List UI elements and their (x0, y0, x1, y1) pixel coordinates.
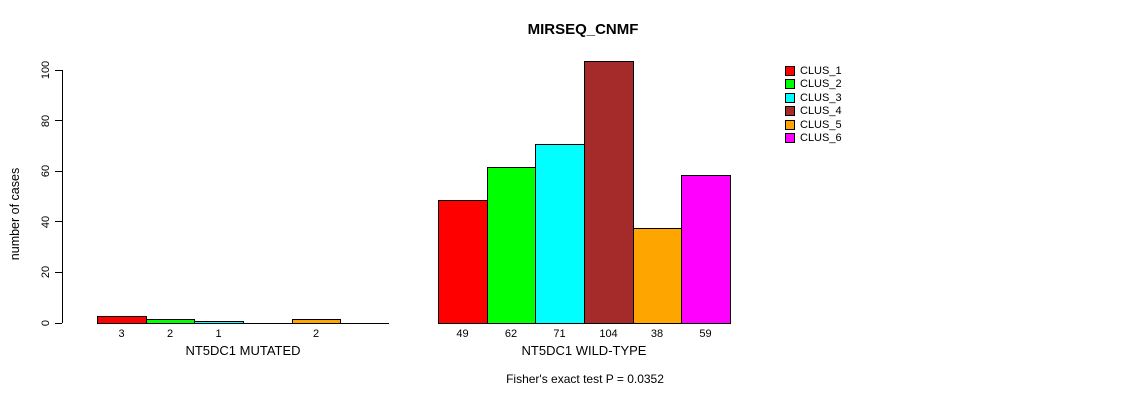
y-axis-tick (55, 170, 62, 172)
bar-value-label: 2 (166, 328, 174, 340)
bar-value-label: 62 (504, 328, 518, 340)
y-axis-tick-label: 80 (40, 114, 52, 127)
y-axis-tick-label: 60 (40, 165, 52, 178)
bar-CLUS_2 (487, 167, 536, 324)
legend-swatch-CLUS_2 (785, 79, 795, 90)
legend-swatch-CLUS_1 (785, 66, 795, 76)
legend-swatch-CLUS_6 (785, 133, 795, 143)
bar-value-label: 59 (699, 328, 712, 340)
legend-label: CLUS_6 (800, 132, 842, 144)
bar-CLUS_5 (292, 319, 341, 324)
legend-label: CLUS_1 (800, 65, 842, 77)
bar-CLUS_4 (584, 61, 634, 324)
y-axis-tick (55, 322, 62, 324)
legend-swatch-CLUS_3 (785, 92, 795, 103)
legend-swatch-CLUS_4 (785, 106, 795, 117)
legend-swatch-CLUS_5 (785, 119, 795, 130)
bar-value-label: 71 (553, 328, 566, 340)
y-axis-line (62, 70, 63, 323)
y-axis-tick-label: 0 (40, 319, 52, 327)
bar-CLUS_3 (194, 321, 244, 324)
bar-CLUS_2 (146, 319, 195, 324)
chart-title: MIRSEQ_CNMF (527, 21, 639, 38)
bar-value-label: 49 (456, 328, 469, 340)
bar-value-label: 104 (599, 328, 618, 340)
y-axis-tick-label: 40 (40, 215, 52, 228)
x-axis-category-label: NT5DC1 MUTATED (185, 343, 301, 358)
y-axis-tick (55, 221, 62, 223)
bar-CLUS_5 (633, 228, 682, 324)
bar-value-label: 38 (650, 328, 664, 340)
legend-label: CLUS_2 (800, 78, 842, 91)
legend-label: CLUS_5 (800, 118, 842, 131)
y-axis-title: number of cases (8, 167, 22, 261)
bar-value-label: 3 (118, 328, 125, 340)
legend-label: CLUS_4 (800, 105, 842, 118)
y-axis-tick (55, 69, 62, 71)
bar-CLUS_3 (535, 144, 585, 324)
bar-value-label: 1 (215, 328, 222, 340)
bar-value-label: 2 (312, 328, 320, 340)
bar-CLUS_1 (97, 316, 147, 324)
y-axis-tick (55, 271, 62, 273)
y-axis-tick (55, 120, 62, 122)
y-axis-tick-label: 100 (40, 60, 52, 80)
x-axis-category-label: NT5DC1 WILD-TYPE (521, 343, 647, 358)
bar-CLUS_6 (681, 175, 731, 324)
y-axis-tick-label: 20 (40, 266, 52, 279)
annotation-fisher-test: Fisher's exact test P = 0.0352 (506, 372, 664, 386)
bar-CLUS_1 (438, 200, 488, 324)
legend-label: CLUS_3 (800, 91, 842, 104)
